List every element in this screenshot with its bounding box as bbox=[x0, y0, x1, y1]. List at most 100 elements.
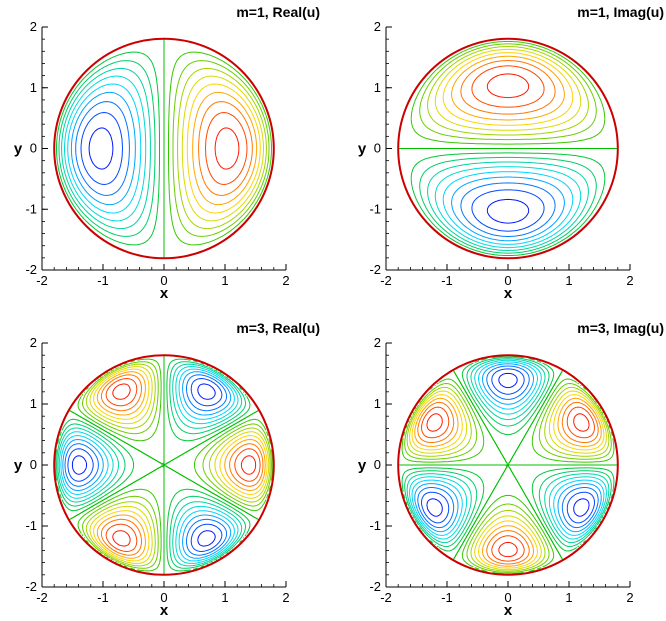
y-axis-label: y bbox=[14, 457, 23, 474]
x-tick-label: -1 bbox=[97, 273, 109, 288]
contour-line bbox=[419, 156, 597, 254]
y-tick-label: 0 bbox=[30, 457, 37, 472]
x-tick-label: -1 bbox=[441, 590, 453, 605]
contour-line bbox=[75, 101, 130, 196]
y-tick-label: -2 bbox=[25, 579, 37, 594]
contour-line bbox=[181, 75, 264, 222]
y-tick-label: 2 bbox=[374, 335, 381, 350]
contour-line bbox=[77, 358, 274, 572]
y-tick-label: -1 bbox=[25, 518, 37, 533]
contour-line bbox=[426, 413, 590, 558]
contour-line bbox=[89, 366, 270, 564]
y-tick-label: -2 bbox=[369, 262, 381, 277]
x-axis-label: x bbox=[504, 602, 513, 619]
x-tick-label: 1 bbox=[565, 590, 572, 605]
contour-line bbox=[192, 91, 258, 206]
contour-line bbox=[486, 73, 530, 99]
contour-line bbox=[172, 60, 270, 237]
contour-line bbox=[404, 357, 612, 547]
contour-line bbox=[67, 378, 223, 552]
contour-line bbox=[434, 166, 582, 249]
contour-line bbox=[54, 358, 251, 572]
y-tick-label: -1 bbox=[25, 201, 37, 216]
contour-line bbox=[417, 401, 599, 565]
panel-title: m=3, Real(u) bbox=[236, 320, 320, 336]
x-tick-label: -2 bbox=[36, 273, 48, 288]
x-tick-label: 1 bbox=[221, 590, 228, 605]
nodal-line bbox=[452, 369, 564, 561]
contour-line bbox=[471, 189, 545, 232]
domain-boundary bbox=[53, 354, 275, 576]
x-tick-label: 0 bbox=[160, 590, 167, 605]
contour-line bbox=[410, 152, 606, 256]
x-tick-label: -1 bbox=[441, 273, 453, 288]
contour-line bbox=[404, 383, 612, 573]
x-tick-label: -2 bbox=[380, 273, 392, 288]
contour-line bbox=[451, 176, 565, 242]
y-tick-label: 1 bbox=[30, 396, 37, 411]
y-tick-label: 0 bbox=[374, 141, 381, 156]
contour-line bbox=[486, 198, 530, 224]
contour-line bbox=[442, 52, 574, 126]
x-tick-label: -1 bbox=[97, 590, 109, 605]
x-tick-label: 2 bbox=[282, 590, 289, 605]
contour-line bbox=[62, 371, 232, 559]
y-tick-label: 2 bbox=[30, 19, 37, 34]
contour-line bbox=[460, 182, 556, 237]
contour-line bbox=[88, 127, 114, 170]
contour-line bbox=[105, 378, 261, 552]
y-tick-label: 1 bbox=[30, 80, 37, 95]
contour-line bbox=[411, 361, 605, 536]
x-tick-label: 2 bbox=[626, 273, 633, 288]
contour-panel-2: -2 -1 0 1 2 -2 -1 0 1 2 x y m=1, Imag(u) bbox=[358, 4, 664, 302]
contour-line bbox=[410, 41, 606, 145]
contour-line bbox=[67, 83, 142, 214]
contour-line bbox=[186, 83, 261, 214]
y-tick-label: 2 bbox=[374, 19, 381, 34]
contour-line bbox=[414, 363, 602, 533]
x-tick-label: 1 bbox=[565, 273, 572, 288]
x-tick-label: 1 bbox=[221, 273, 228, 288]
y-tick-label: 1 bbox=[374, 396, 381, 411]
contour-line bbox=[85, 363, 271, 567]
y-axis-label: y bbox=[358, 141, 367, 158]
contour-line bbox=[168, 51, 272, 246]
contour-line bbox=[406, 358, 610, 544]
contour-line bbox=[198, 101, 253, 196]
domain-boundary bbox=[397, 37, 619, 260]
contour-line bbox=[56, 51, 160, 246]
y-tick-label: -2 bbox=[25, 262, 37, 277]
contour-line bbox=[427, 161, 589, 251]
x-tick-label: -2 bbox=[36, 590, 48, 605]
x-tick-label: 0 bbox=[504, 273, 511, 288]
contour-line bbox=[460, 60, 556, 115]
contour-line bbox=[177, 67, 267, 230]
y-axis-label: y bbox=[358, 457, 367, 474]
y-axis-label: y bbox=[14, 141, 23, 158]
contour-line bbox=[411, 394, 605, 569]
y-tick-label: 0 bbox=[374, 457, 381, 472]
contour-line bbox=[82, 361, 272, 569]
x-axis-label: x bbox=[504, 285, 513, 302]
contour-line bbox=[427, 46, 589, 136]
x-axis-label: x bbox=[160, 285, 169, 302]
x-tick-label: 0 bbox=[504, 590, 511, 605]
contour-line bbox=[421, 406, 595, 562]
contour-line bbox=[409, 359, 607, 540]
contour-line bbox=[64, 75, 147, 222]
panel-title: m=3, Imag(u) bbox=[577, 320, 664, 336]
contour-line bbox=[70, 91, 136, 206]
contour-line bbox=[100, 374, 264, 556]
y-tick-label: 2 bbox=[30, 335, 37, 350]
contour-line bbox=[57, 363, 243, 567]
x-tick-label: -2 bbox=[380, 590, 392, 605]
contour-line bbox=[214, 127, 240, 170]
contour-line bbox=[56, 361, 246, 569]
contour-line bbox=[80, 112, 123, 185]
contour-line bbox=[421, 368, 595, 524]
contour-line bbox=[93, 368, 268, 562]
contour-line bbox=[205, 112, 248, 185]
contour-panel-1: -2 -1 0 1 2 -2 -1 0 1 2 x y m=1, Real(u) bbox=[14, 4, 320, 302]
y-tick-label: -1 bbox=[369, 518, 381, 533]
contour-line bbox=[451, 55, 565, 121]
